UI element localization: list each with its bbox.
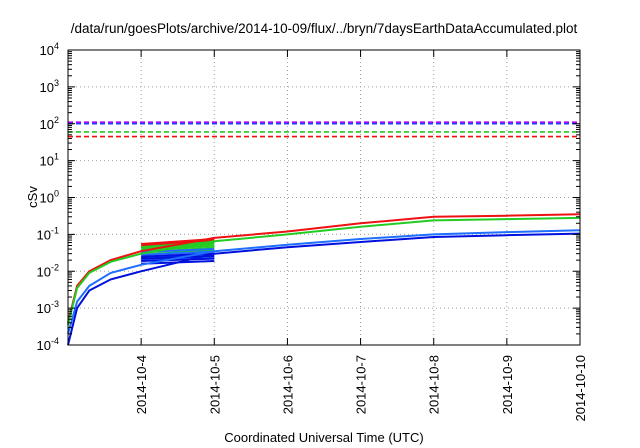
y-tick-label: 10-3 [37,299,59,316]
y-tick-exponent: -2 [51,262,59,272]
series-line [67,229,581,335]
y-tick-exponent: -1 [51,225,59,235]
grid [68,50,580,345]
y-axis-label: cSv [25,186,40,208]
chart-title: /data/run/goesPlots/archive/2014-10-09/f… [71,21,578,36]
x-tick-label: 2014-10-5 [207,355,222,414]
series-segment [141,239,215,247]
y-tick-label: 101 [40,152,59,169]
x-tick-label: 2014-10-10 [573,355,588,422]
x-tick-label: 2014-10-7 [354,355,369,414]
series-line [67,232,581,346]
y-tick-label: 103 [40,78,59,95]
series-lines [67,213,581,346]
y-tick-exponent: 3 [54,78,59,88]
x-tick-label: 2014-10-6 [280,355,295,414]
y-tick-label: 10-4 [37,336,59,353]
series-line [67,213,581,324]
series-segment [141,257,215,262]
series-segment [141,250,215,256]
threshold-lines [68,121,580,138]
y-tick-exponent: -4 [51,336,59,346]
y-tick-label: 100 [40,189,59,206]
y-tick-exponent: 0 [54,189,59,199]
x-axis-ticks: 2014-10-4 2014-10-5 2014-10-6 2014-10-7 2014… [134,50,588,422]
y-tick-label: 102 [40,115,59,132]
y-tick-exponent: 1 [54,152,59,162]
y-tick-exponent: 2 [54,115,59,125]
y-tick-exponent: 4 [54,41,59,51]
x-tick-label: 2014-10-9 [500,355,515,414]
y-tick-label: 104 [40,41,59,58]
x-tick-label: 2014-10-8 [427,355,442,414]
x-tick-label: 2014-10-4 [134,355,149,414]
y-tick-label: 10-1 [37,225,59,242]
y-tick-label: 10-2 [37,262,59,279]
series-line [67,216,581,326]
x-axis-label: Coordinated Universal Time (UTC) [224,430,423,445]
y-tick-exponent: -3 [51,299,59,309]
